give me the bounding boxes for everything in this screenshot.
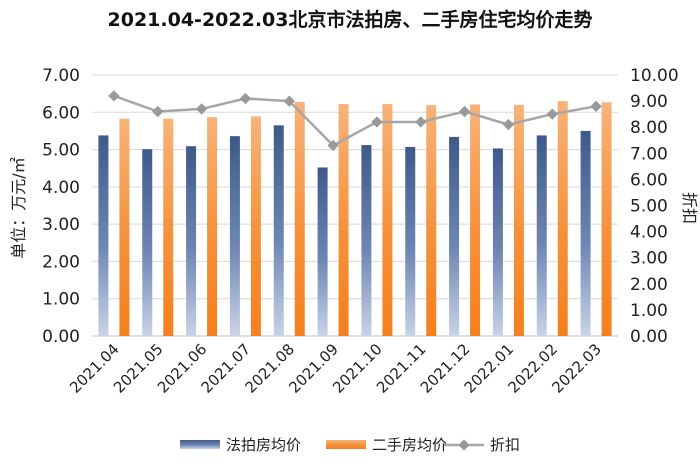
y-axis-label: 单位：万元/㎡	[9, 157, 28, 258]
y2-tick-label: 1.00	[630, 301, 668, 321]
bar-auction	[317, 167, 328, 336]
y2-tick-label: 10.00	[630, 66, 679, 86]
y2-tick-label: 0.00	[630, 327, 668, 347]
discount-point	[590, 100, 602, 112]
bar-resale	[207, 117, 218, 336]
bar-resale	[250, 116, 261, 336]
left-axis-ticks: 0.00 1.00 2.00 3.00 4.00 5.00 6.00 7.00	[42, 66, 80, 347]
discount-point	[152, 105, 164, 118]
bar-auction	[142, 149, 153, 336]
legend-label-auction: 法拍房均价	[226, 436, 301, 454]
y-tick-label: 6.00	[42, 103, 80, 123]
right-axis-ticks: 0.00 1.00 2.00 3.00 4.00 5.00 6.00 7.00 8.00 9.00…	[630, 66, 679, 347]
y2-tick-label: 2.00	[630, 275, 668, 295]
discount-point	[415, 116, 427, 128]
y-tick-label: 2.00	[42, 252, 80, 272]
bar-resale	[163, 118, 174, 336]
bar-resale	[382, 104, 393, 336]
bar-auction	[186, 146, 197, 336]
bar-resale	[119, 118, 130, 336]
discount-point	[327, 139, 339, 152]
discount-point	[108, 90, 120, 102]
legend-marker-discount	[458, 439, 470, 451]
discount-point	[195, 103, 208, 115]
bar-auction	[98, 135, 109, 336]
y-tick-label: 7.00	[42, 66, 80, 86]
y2-tick-label: 3.00	[630, 249, 668, 269]
y-tick-label: 4.00	[42, 178, 80, 198]
legend-swatch-auction	[180, 440, 220, 449]
bar-resale	[338, 104, 349, 336]
y-tick-label: 5.00	[42, 141, 80, 161]
bar-auction	[449, 136, 460, 336]
bar-resale	[601, 102, 612, 337]
x-axis-ticks: 2021.042021.052021.062021.072021.082021.…	[66, 340, 605, 397]
legend-label-resale: 二手房均价	[372, 436, 447, 454]
y2-tick-label: 4.00	[630, 223, 668, 243]
discount-line	[108, 90, 602, 152]
y2-axis-label: 折扣	[680, 192, 699, 224]
bar-auction	[536, 135, 547, 336]
bar-resale	[426, 105, 437, 336]
bar-auction	[492, 148, 503, 336]
y2-tick-label: 9.00	[630, 92, 668, 112]
bar-auction	[229, 136, 240, 336]
bar-resale	[513, 104, 524, 336]
bar-resale	[557, 101, 568, 336]
legend-swatch-resale	[326, 440, 366, 449]
bar-auction	[273, 125, 284, 336]
chart-title: 2021.04-2022.03北京市法拍房、二手房住宅均价走势	[108, 8, 593, 31]
y-tick-label: 3.00	[42, 215, 80, 235]
legend-label-discount: 折扣	[490, 436, 520, 454]
bar-resale	[470, 104, 481, 336]
y2-tick-label: 6.00	[630, 170, 668, 190]
legend: 法拍房均价 二手房均价 折扣	[180, 436, 520, 454]
bar-auction	[405, 146, 416, 336]
bars	[98, 101, 612, 337]
y2-tick-label: 7.00	[630, 144, 668, 164]
y2-tick-label: 8.00	[630, 118, 668, 138]
discount-point	[239, 92, 252, 105]
discount-point	[502, 118, 515, 131]
discount-point	[371, 116, 383, 128]
discount-point	[458, 105, 471, 118]
y-tick-label: 0.00	[42, 327, 80, 347]
bar-auction	[361, 145, 372, 336]
y2-tick-label: 5.00	[630, 197, 668, 217]
gridlines	[92, 74, 618, 337]
y-tick-label: 1.00	[42, 290, 80, 310]
bar-resale	[294, 101, 305, 337]
bar-auction	[580, 130, 591, 336]
discount-line-path	[113, 94, 597, 148]
discount-point	[546, 108, 558, 120]
